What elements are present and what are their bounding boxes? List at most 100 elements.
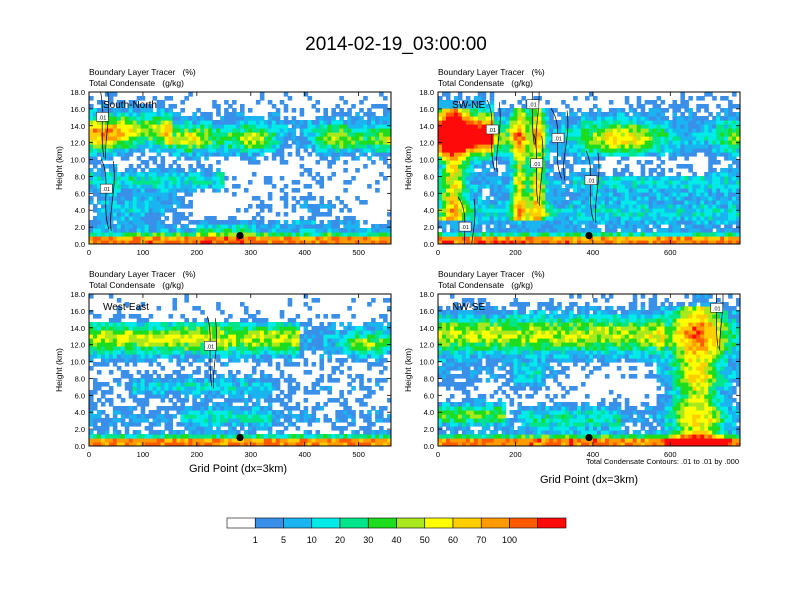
heatmap-cell <box>140 132 146 137</box>
heatmap-cell <box>339 128 344 133</box>
heatmap-cell <box>228 148 233 153</box>
heatmap-cell <box>636 100 642 105</box>
heatmap-cell <box>307 128 313 133</box>
heatmap-cell <box>453 196 459 201</box>
location-marker <box>236 231 244 240</box>
heatmap-cell <box>168 342 174 347</box>
heatmap-cell <box>660 144 666 149</box>
heatmap-cell <box>549 132 554 137</box>
heatmap-cell <box>720 188 725 193</box>
heatmap-cell <box>612 128 618 133</box>
heatmap-cell <box>319 240 325 244</box>
heatmap-cell <box>152 220 158 225</box>
heatmap-cell <box>263 224 269 229</box>
heatmap-cell <box>529 228 534 233</box>
heatmap-cell <box>112 128 118 133</box>
heatmap-cell <box>728 152 733 157</box>
heatmap-cell <box>549 240 554 244</box>
heatmap-cell <box>89 334 94 339</box>
heatmap-cell <box>577 156 582 161</box>
heatmap-cell <box>89 390 94 395</box>
heatmap-cell <box>473 228 479 233</box>
heatmap-cell <box>188 200 193 205</box>
heatmap-cell <box>660 232 666 237</box>
heatmap-cell <box>152 386 158 391</box>
heatmap-cell <box>438 172 443 177</box>
heatmap-cell <box>112 438 118 443</box>
heatmap-cell <box>212 144 217 149</box>
heatmap-cell <box>477 200 483 205</box>
heatmap-cell <box>736 128 740 133</box>
heatmap-cell <box>696 192 701 197</box>
heatmap-cell <box>96 172 102 177</box>
heatmap-cell <box>465 120 471 125</box>
heatmap-cell <box>469 196 475 201</box>
heatmap-cell <box>136 378 142 383</box>
heatmap-cell <box>140 350 146 355</box>
heatmap-cell <box>259 116 265 121</box>
heatmap-cell <box>505 236 511 241</box>
heatmap-cell <box>664 148 670 153</box>
heatmap-cell <box>140 204 146 209</box>
heatmap-cell <box>212 104 217 109</box>
heatmap-cell <box>557 172 562 177</box>
heatmap-cell <box>660 192 666 197</box>
heatmap-cell <box>457 116 463 121</box>
heatmap-cell <box>152 148 158 153</box>
heatmap-cell <box>299 196 305 201</box>
heatmap-cell <box>104 434 110 439</box>
heatmap-cell <box>343 132 348 137</box>
heatmap-cell <box>96 212 102 217</box>
heatmap-cell <box>275 148 281 153</box>
heatmap-cell <box>240 240 245 244</box>
heatmap-cell <box>299 236 305 241</box>
heatmap-cell <box>172 208 178 213</box>
heatmap-cell <box>716 196 721 201</box>
heatmap-cell <box>339 240 344 244</box>
heatmap-cell <box>736 188 740 193</box>
heatmap-cell <box>172 370 178 375</box>
heatmap-cell <box>708 176 713 181</box>
heatmap-cell <box>577 152 582 157</box>
heatmap-cell <box>184 152 189 157</box>
heatmap-cell <box>652 124 658 129</box>
heatmap-cell <box>489 192 495 197</box>
heatmap-cell <box>140 140 146 145</box>
heatmap-cell <box>608 136 614 141</box>
y-tick-label: 6.0 <box>424 189 434 198</box>
heatmap-cell <box>457 164 463 169</box>
heatmap-cell <box>724 120 729 125</box>
heatmap-cell <box>736 192 740 197</box>
heatmap-cell <box>600 212 606 217</box>
heatmap-cell <box>509 116 515 121</box>
heatmap-cell <box>441 156 447 161</box>
heatmap-cell <box>116 298 122 303</box>
heatmap-cell <box>120 156 126 161</box>
heatmap-cell <box>656 172 662 177</box>
heatmap-cell <box>104 204 110 209</box>
heatmap-cell <box>469 200 475 205</box>
heatmap-cell <box>335 220 340 225</box>
heatmap-cell <box>355 220 360 225</box>
heatmap-cell <box>367 128 372 133</box>
heatmap-cell <box>271 120 277 125</box>
heatmap-cell <box>485 132 491 137</box>
heatmap-cell <box>89 156 94 161</box>
heatmap-cell <box>445 96 451 101</box>
heatmap-cell <box>204 144 209 149</box>
heatmap-cell <box>128 196 134 201</box>
heatmap-cell <box>449 192 455 197</box>
heatmap-cell <box>481 176 487 181</box>
heatmap-cell <box>533 156 538 161</box>
heatmap-cell <box>148 184 154 189</box>
heatmap-cell <box>565 236 570 241</box>
heatmap-cell <box>465 184 471 189</box>
heatmap-cell <box>128 204 134 209</box>
heatmap-cell <box>521 180 527 185</box>
heatmap-cell <box>497 144 503 149</box>
heatmap-cell <box>164 136 170 141</box>
heatmap-cell <box>196 224 201 229</box>
heatmap-cell <box>589 172 594 177</box>
heatmap-cell <box>565 224 570 229</box>
heatmap-cell <box>529 184 534 189</box>
